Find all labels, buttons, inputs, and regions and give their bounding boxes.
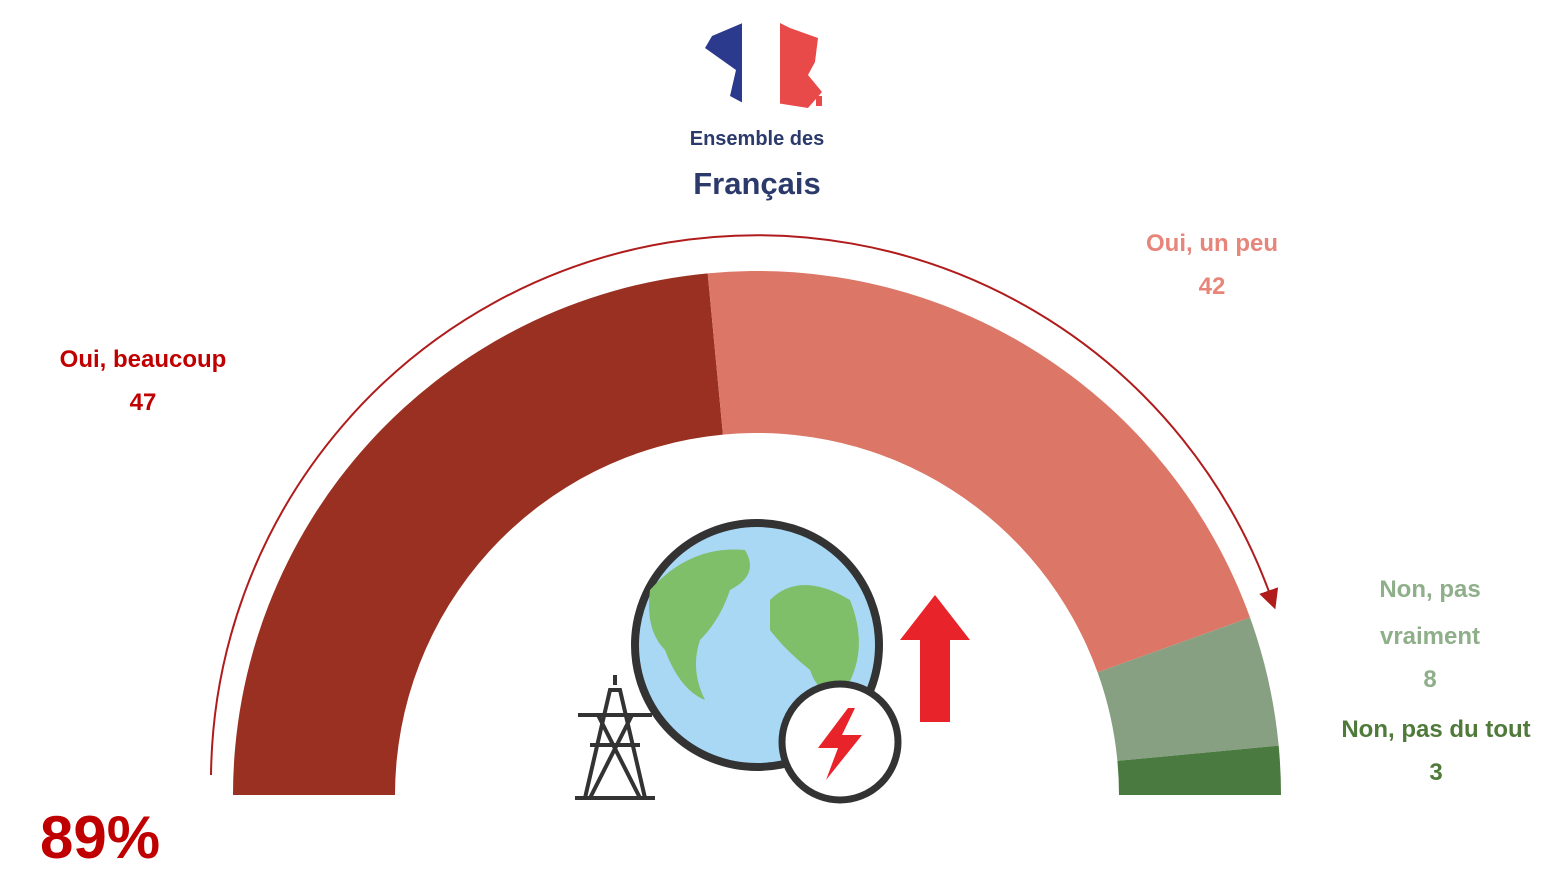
data-label: Oui, beaucoup 47 <box>23 336 263 423</box>
data-label: Oui, un peu 42 <box>1092 220 1332 307</box>
globe-icon <box>631 519 902 804</box>
segment <box>1097 617 1279 761</box>
subtitle: Ensemble des <box>689 128 825 150</box>
category-label: Non, pas du tout <box>1341 716 1531 743</box>
up-arrow <box>900 595 970 722</box>
value-label: 42 <box>1198 273 1226 300</box>
value-label: 3 <box>1429 759 1443 786</box>
value-label: 8 <box>1423 666 1437 693</box>
category-label: Oui, beaucoup <box>59 346 227 373</box>
segment <box>233 273 723 795</box>
segment <box>1117 745 1282 795</box>
category-label: Non, pas vraiment <box>1379 576 1481 650</box>
chart <box>210 18 1282 804</box>
corsica <box>816 96 822 106</box>
data-label: Non, pas vraiment 8 <box>1345 566 1515 700</box>
value-label: 47 <box>129 389 157 416</box>
page: Ensemble des Français Oui, beaucoup 47 Oui… <box>23 18 1531 868</box>
annotation: 89% <box>40 804 161 871</box>
france-map <box>705 18 822 108</box>
sum-arrow <box>210 234 1279 776</box>
title: Français <box>693 166 821 201</box>
category-label: Oui, un peu <box>1146 230 1278 257</box>
data-label: Non, pas du tout 3 <box>1341 706 1531 793</box>
segment <box>707 271 1251 673</box>
pylon-icon <box>575 675 655 800</box>
